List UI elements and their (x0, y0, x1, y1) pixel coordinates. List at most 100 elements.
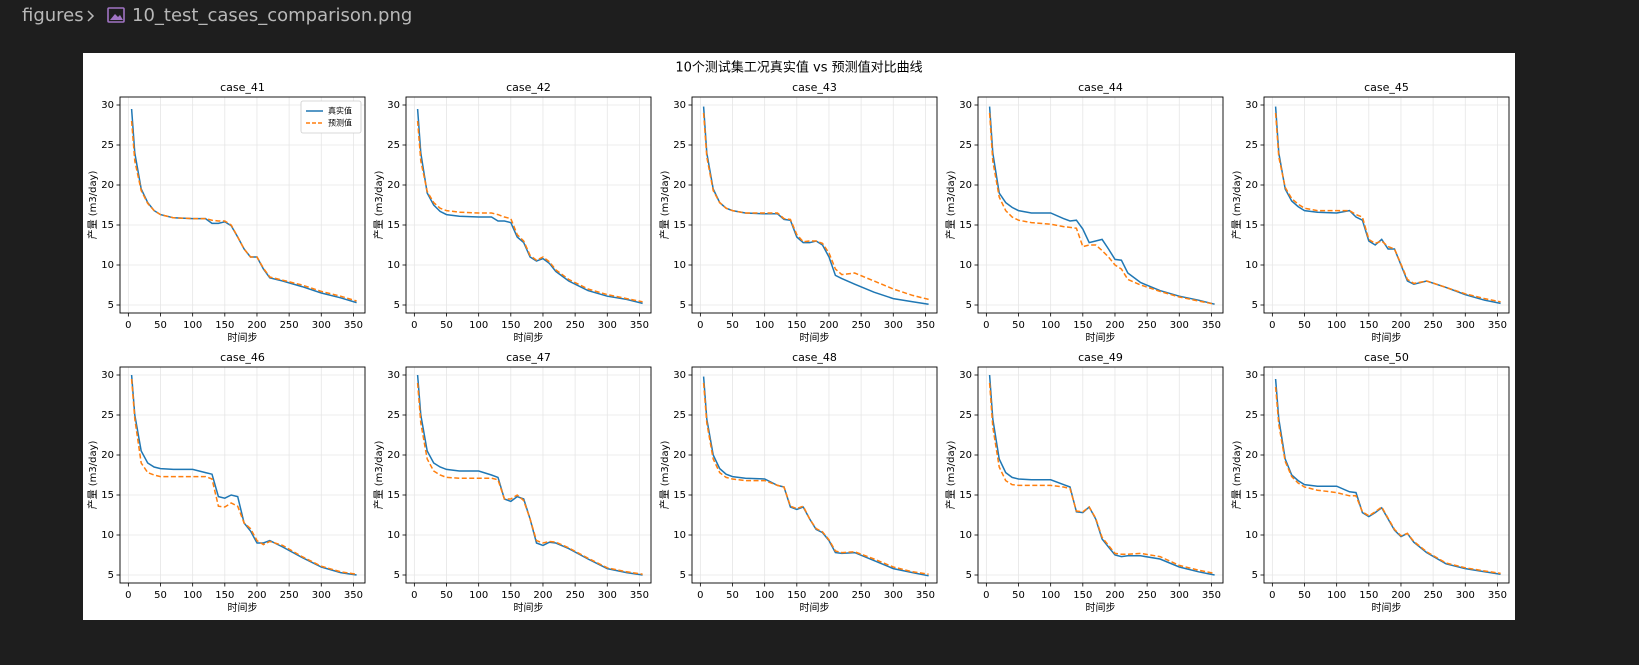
x-tick-label: 200 (819, 320, 838, 331)
y-tick-label: 5 (680, 300, 686, 311)
x-tick-label: 200 (819, 590, 838, 601)
y-tick-label: 25 (387, 410, 400, 421)
x-tick-label: 50 (1298, 320, 1311, 331)
x-tick-label: 300 (598, 320, 617, 331)
y-axis-label: 产量 (m3/day) (86, 170, 99, 239)
y-tick-label: 15 (101, 490, 114, 501)
x-tick-label: 300 (312, 320, 331, 331)
y-tick-label: 10 (1245, 530, 1258, 541)
x-tick-label: 100 (1327, 320, 1346, 331)
subplot: 0 50 100 150 200 250 300 350 5 10 15 20 25 30 case_50 时… (1230, 351, 1510, 614)
y-tick-label: 25 (101, 410, 114, 421)
x-tick-label: 0 (983, 590, 989, 601)
subplot: 0 50 100 150 200 250 300 350 5 10 15 20 25 30 case_43 时… (658, 81, 938, 344)
axes-frame (405, 366, 652, 584)
y-tick-label: 25 (959, 410, 972, 421)
y-axis-label: 产量 (m3/day) (944, 170, 957, 239)
x-tick-label: 350 (1488, 590, 1507, 601)
x-tick-label: 200 (1105, 320, 1124, 331)
subplot-title: case_46 (220, 351, 265, 364)
y-tick-label: 20 (959, 180, 972, 191)
x-tick-label: 250 (1424, 590, 1443, 601)
y-tick-label: 25 (673, 410, 686, 421)
y-axis-label: 产量 (m3/day) (1230, 170, 1243, 239)
axes-frame (1263, 96, 1510, 314)
x-tick-label: 0 (697, 590, 703, 601)
x-tick-label: 100 (469, 590, 488, 601)
x-tick-label: 150 (1073, 590, 1092, 601)
x-tick-label: 50 (1012, 320, 1025, 331)
x-tick-label: 50 (726, 320, 739, 331)
x-tick-label: 0 (983, 320, 989, 331)
y-tick-label: 25 (387, 140, 400, 151)
y-tick-label: 10 (101, 530, 114, 541)
x-tick-label: 150 (1359, 590, 1378, 601)
axes-frame (977, 96, 1224, 314)
x-tick-label: 50 (1298, 590, 1311, 601)
y-tick-label: 15 (387, 490, 400, 501)
x-tick-label: 300 (312, 590, 331, 601)
x-tick-label: 150 (1359, 320, 1378, 331)
axes-frame (691, 366, 938, 584)
x-axis-label: 时间步 (800, 601, 830, 614)
subplot: 0 50 100 150 200 250 300 350 5 10 15 20 25 30 case_45 时… (1230, 81, 1510, 344)
x-tick-label: 200 (1391, 320, 1410, 331)
x-tick-label: 350 (630, 320, 649, 331)
subplot-title: case_41 (220, 81, 265, 94)
x-tick-label: 0 (411, 320, 417, 331)
data-line (130, 120, 357, 302)
y-tick-label: 5 (966, 300, 972, 311)
breadcrumb-folder[interactable]: figures (22, 5, 84, 26)
x-tick-label: 50 (440, 320, 453, 331)
x-tick-label: 250 (852, 320, 871, 331)
subplot: 0 50 100 150 200 250 300 350 5 10 15 20 25 30 case_49 时… (944, 351, 1224, 614)
subplot: 0 50 100 150 200 250 300 350 5 10 15 20 25 30 case_48 时… (658, 351, 938, 614)
breadcrumb-file[interactable]: 10_test_cases_comparison.png (132, 5, 412, 26)
y-tick-label: 30 (673, 370, 686, 381)
x-tick-label: 100 (755, 590, 774, 601)
legend-box (300, 100, 362, 134)
subplot: 0 50 100 150 200 250 300 350 5 10 15 20 25 30 case_42 时… (372, 81, 652, 344)
y-tick-label: 20 (1245, 180, 1258, 191)
x-tick-label: 250 (1424, 320, 1443, 331)
subplot-title: case_48 (792, 351, 837, 364)
x-tick-label: 100 (1041, 320, 1060, 331)
x-tick-label: 350 (1488, 320, 1507, 331)
x-tick-label: 0 (125, 590, 131, 601)
x-tick-label: 250 (852, 590, 871, 601)
y-tick-label: 5 (394, 300, 400, 311)
image-icon (107, 7, 125, 23)
legend-label: 真实值 (328, 106, 352, 116)
y-axis-label: 产量 (m3/day) (658, 440, 671, 509)
x-tick-label: 200 (1105, 590, 1124, 601)
x-tick-label: 150 (215, 320, 234, 331)
y-tick-label: 30 (673, 100, 686, 111)
y-tick-label: 30 (101, 100, 114, 111)
y-tick-label: 20 (101, 180, 114, 191)
y-axis-label: 产量 (m3/day) (944, 440, 957, 509)
y-tick-label: 5 (1252, 570, 1258, 581)
x-tick-label: 200 (533, 320, 552, 331)
x-axis-label: 时间步 (1086, 601, 1116, 614)
y-tick-label: 25 (1245, 140, 1258, 151)
y-tick-label: 10 (387, 530, 400, 541)
y-tick-label: 25 (673, 140, 686, 151)
data-line (988, 382, 1215, 575)
x-tick-label: 100 (1041, 590, 1060, 601)
y-tick-label: 15 (1245, 490, 1258, 501)
x-axis-label: 时间步 (1372, 601, 1402, 614)
data-line (1274, 386, 1501, 575)
x-tick-label: 100 (469, 320, 488, 331)
x-axis-label: 时间步 (1372, 331, 1402, 344)
y-tick-label: 5 (394, 570, 400, 581)
y-tick-label: 30 (1245, 370, 1258, 381)
y-tick-label: 10 (387, 260, 400, 271)
y-tick-label: 25 (1245, 410, 1258, 421)
x-tick-label: 350 (1202, 320, 1221, 331)
y-tick-label: 20 (1245, 450, 1258, 461)
y-tick-label: 25 (101, 140, 114, 151)
y-tick-label: 5 (1252, 300, 1258, 311)
x-tick-label: 50 (1012, 590, 1025, 601)
x-tick-label: 150 (501, 320, 520, 331)
